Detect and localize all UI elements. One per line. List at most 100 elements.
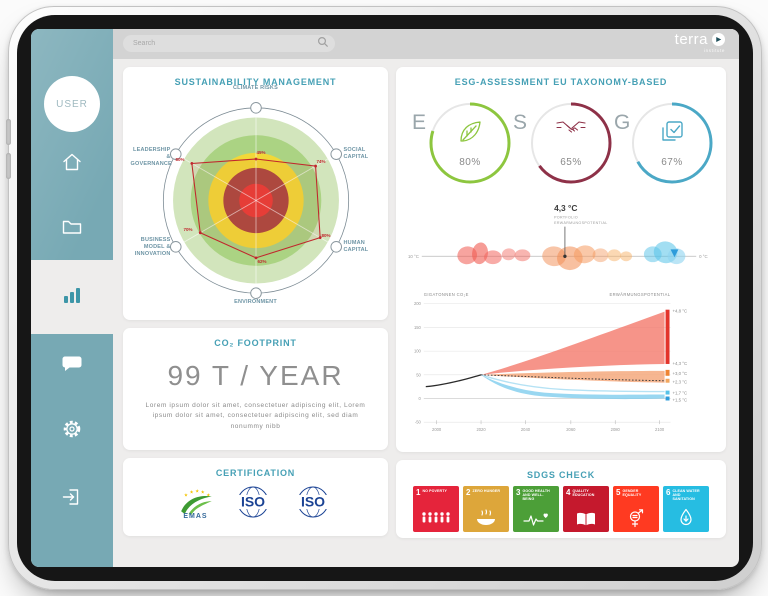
book-icon: [563, 511, 609, 528]
emissions-scenario-chart: GIGATONNEN CO₂E ERWÄRMUNGSPOTENTIAL: [414, 292, 687, 432]
app-logo: terra institute: [675, 32, 725, 53]
sdg-label: QUALITY EDUCATION: [572, 489, 595, 498]
esg-letter: E: [412, 111, 427, 134]
chart-ylabel-right: ERWÄRMUNGSPOTENTIAL: [609, 292, 670, 297]
radar-axis-value: 70%: [183, 227, 193, 232]
card-sustainability-management: SUSTAINABILITY MANAGEMENT: [123, 67, 388, 320]
card-certification: CERTIFICATION ★ ★ ★ ★ ★: [123, 458, 388, 536]
scenario-label: +1,7 °C: [672, 391, 687, 396]
x-tick: 2000: [432, 427, 442, 432]
search-icon: [317, 35, 335, 53]
sidebar-item-logout[interactable]: [60, 485, 84, 509]
radar-axis-value: 80%: [175, 157, 185, 162]
card-sdgs-check: SDGS CHECK 1 NO POVERTY: [396, 460, 726, 538]
iso-logo: ISO: [290, 483, 336, 526]
y-tick: 50: [416, 372, 421, 377]
x-tick: 2100: [655, 427, 665, 432]
svg-text:★: ★: [183, 492, 187, 498]
esg-letter: G: [614, 111, 631, 134]
esg-score-social: S: [511, 95, 612, 193]
scenario-label: +3,0 °C: [672, 371, 687, 376]
card-esg-assessment: ESG-ASSESSMENT EU TAXONOMY-BASED E: [396, 67, 726, 452]
heartbeat-icon: [513, 511, 559, 528]
radar-axis-label: SOCIAL CAPITAL: [343, 147, 369, 160]
y-tick: 0: [419, 396, 422, 401]
search-placeholder: Search: [133, 40, 156, 47]
y-tick: 200: [414, 301, 422, 306]
sidebar-item-analytics[interactable]: [31, 260, 113, 334]
sdg-number: 4: [566, 488, 571, 497]
sdg-tile-good-health: 3 GOOD HEALTH AND WELL-BEING: [513, 486, 559, 532]
sdg-label: NO POVERTY: [422, 489, 448, 493]
y-tick: 150: [414, 325, 422, 330]
co2-footprint-description: Lorem ipsum dolor sit amet, consectetuer…: [145, 402, 366, 430]
radar-axis-label: BUSINESS MODEL & INNOVATION: [134, 237, 171, 257]
sdg-number: 1: [416, 488, 421, 497]
radar-axis-label: CLIMATE RISKS: [233, 85, 278, 91]
y-tick: -50: [415, 420, 422, 425]
scenario-label: +4,3 °C: [672, 361, 687, 366]
radar-chart: CLIMATE RISKS SOCIAL CAPITAL HUMAN CAPIT…: [131, 85, 381, 313]
sdg-tile-gender-equality: 5 GENDER EQUALITY: [613, 486, 659, 532]
sidebar-item-files[interactable]: [60, 215, 84, 239]
iso-logo: ISO: [230, 483, 276, 526]
logo-badge-icon: [712, 33, 725, 46]
esg-score-value: 80%: [459, 157, 481, 168]
bowl-icon: [463, 509, 509, 528]
tablet-device-frame: USER: [6, 6, 762, 590]
radar-axis-label: ENVIRONMENT: [234, 299, 277, 305]
scale-left-label: 10 °C: [408, 254, 419, 259]
sidebar: USER: [31, 29, 113, 567]
sidebar-item-settings[interactable]: [60, 417, 84, 441]
card-title: CERTIFICATION: [215, 468, 296, 478]
sdg-tile-no-poverty: 1 NO POVERTY: [413, 486, 459, 532]
radar-axis-value: 80%: [321, 233, 331, 238]
red-blob-cluster: [457, 242, 531, 265]
card-title: CO₂ FOOTPRINT: [214, 338, 297, 348]
x-tick: 2020: [476, 427, 486, 432]
search-input[interactable]: Search: [123, 35, 335, 52]
svg-text:★: ★: [206, 492, 210, 498]
sdg-number: 3: [516, 488, 521, 497]
sdg-label: ZERO HUNGER: [472, 489, 501, 493]
sdg-label: CLEAN WATER AND SANITATION: [672, 489, 700, 502]
user-avatar-label: USER: [56, 98, 88, 110]
sidebar-item-home[interactable]: [60, 150, 84, 174]
leaf-icon: [428, 119, 512, 150]
sdg-label: GENDER EQUALITY: [622, 489, 642, 498]
logo-subtitle: institute: [704, 48, 725, 53]
bar-chart-icon: [60, 283, 84, 312]
card-co2-footprint: CO₂ FOOTPRINT 99 T / YEAR Lorem ipsum do…: [123, 328, 388, 450]
sdg-tile-zero-hunger: 2 ZERO HUNGER: [463, 486, 509, 532]
svg-text:★: ★: [195, 489, 199, 495]
sdg-tiles: 1 NO POVERTY: [396, 486, 726, 532]
orange-blob-cluster: [542, 245, 633, 271]
emas-logo: ★ ★ ★ ★ ★ EMAS: [176, 489, 216, 520]
x-tick: 2080: [611, 427, 621, 432]
radar-axis-value: 62%: [257, 259, 267, 264]
radar-axis-value: 74%: [316, 159, 326, 164]
esg-score-value: 67%: [661, 157, 683, 168]
sidebar-item-messages[interactable]: [60, 352, 84, 376]
svg-text:★: ★: [200, 490, 204, 496]
water-drop-icon: [663, 508, 709, 528]
warming-value: 4,3 °C: [554, 203, 577, 213]
scenario-label: +2,3 °C: [672, 380, 687, 385]
people-icon: [413, 510, 459, 528]
esg-scores: E: [396, 95, 726, 193]
logout-icon: [60, 489, 84, 513]
esg-score-value: 65%: [560, 157, 582, 168]
esg-progress-ring: [530, 102, 612, 184]
sdg-label: GOOD HEALTH AND WELL-BEING: [522, 489, 550, 502]
user-avatar[interactable]: USER: [44, 76, 100, 132]
card-title: SDGS CHECK: [526, 470, 595, 480]
volume-down-button: [6, 153, 11, 179]
topbar: Search terra: [113, 29, 739, 59]
emas-label: EMAS: [183, 513, 208, 520]
main-area: Search terra: [113, 29, 739, 567]
home-icon: [60, 153, 84, 178]
blue-blob-cluster: [643, 241, 686, 265]
scenario-label: +4,8 °C: [672, 309, 687, 314]
scale-right-label: 0 °C: [699, 254, 707, 259]
